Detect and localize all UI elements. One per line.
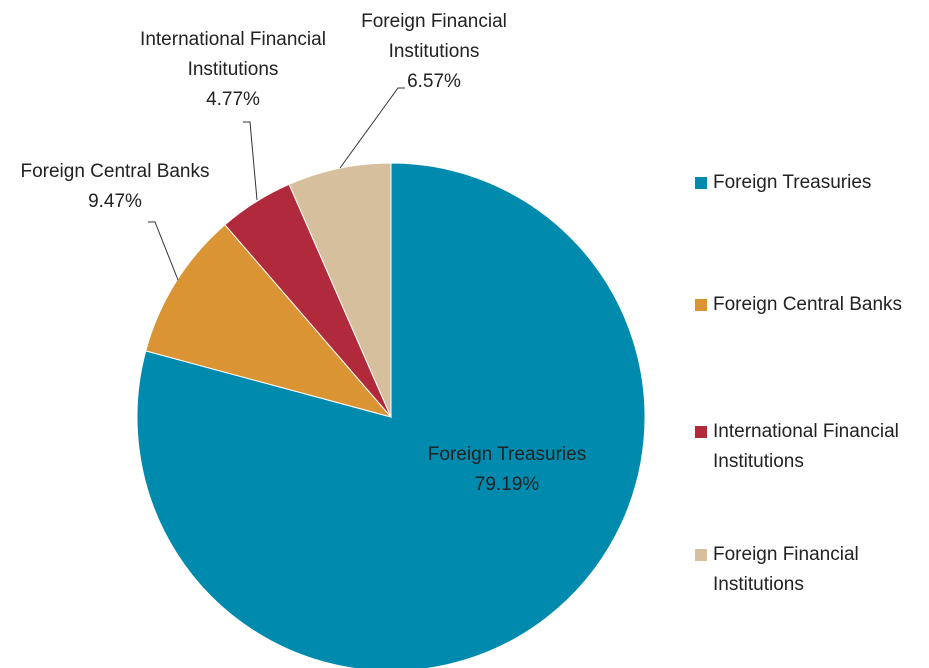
data-label: Foreign Central Banks 9.47% bbox=[0, 157, 245, 217]
pie-slice bbox=[288, 162, 392, 418]
legend-item: Foreign Treasuries bbox=[695, 168, 925, 198]
pie-slice bbox=[145, 224, 393, 418]
pie-slice bbox=[136, 162, 646, 668]
data-label-name: Foreign Central Banks bbox=[20, 161, 210, 182]
leader-line bbox=[339, 87, 405, 169]
legend-swatch bbox=[695, 549, 707, 561]
data-label-value: 79.19% bbox=[474, 474, 540, 495]
legend-item: Foreign Central Banks bbox=[695, 290, 925, 320]
data-label: Foreign Treasuries 79.19% bbox=[377, 440, 637, 500]
data-label-name: Foreign Financial Institutions bbox=[361, 11, 507, 62]
legend-label: Foreign Financial Institutions bbox=[713, 544, 859, 595]
legend-swatch bbox=[695, 299, 707, 311]
legend-label: International Financial Institutions bbox=[713, 421, 899, 472]
data-label-value: 6.57% bbox=[407, 71, 461, 92]
legend-swatch bbox=[695, 177, 707, 189]
data-label: International Financial Institutions 4.77… bbox=[133, 25, 333, 115]
leader-line bbox=[243, 121, 258, 201]
pie bbox=[136, 162, 646, 668]
leader-line bbox=[148, 221, 179, 281]
legend-label: Foreign Central Banks bbox=[713, 294, 903, 315]
legend-label: Foreign Treasuries bbox=[713, 172, 872, 193]
legend-item: Foreign Financial Institutions bbox=[695, 540, 925, 600]
data-label-name: International Financial Institutions bbox=[140, 29, 326, 80]
data-label: Foreign Financial Institutions 6.57% bbox=[344, 7, 524, 97]
data-label-value: 4.77% bbox=[206, 89, 260, 110]
legend-swatch bbox=[695, 426, 707, 438]
legend-item: International Financial Institutions bbox=[695, 417, 925, 477]
data-label-name: Foreign Treasuries bbox=[427, 444, 587, 465]
data-label-value: 9.47% bbox=[88, 191, 142, 212]
